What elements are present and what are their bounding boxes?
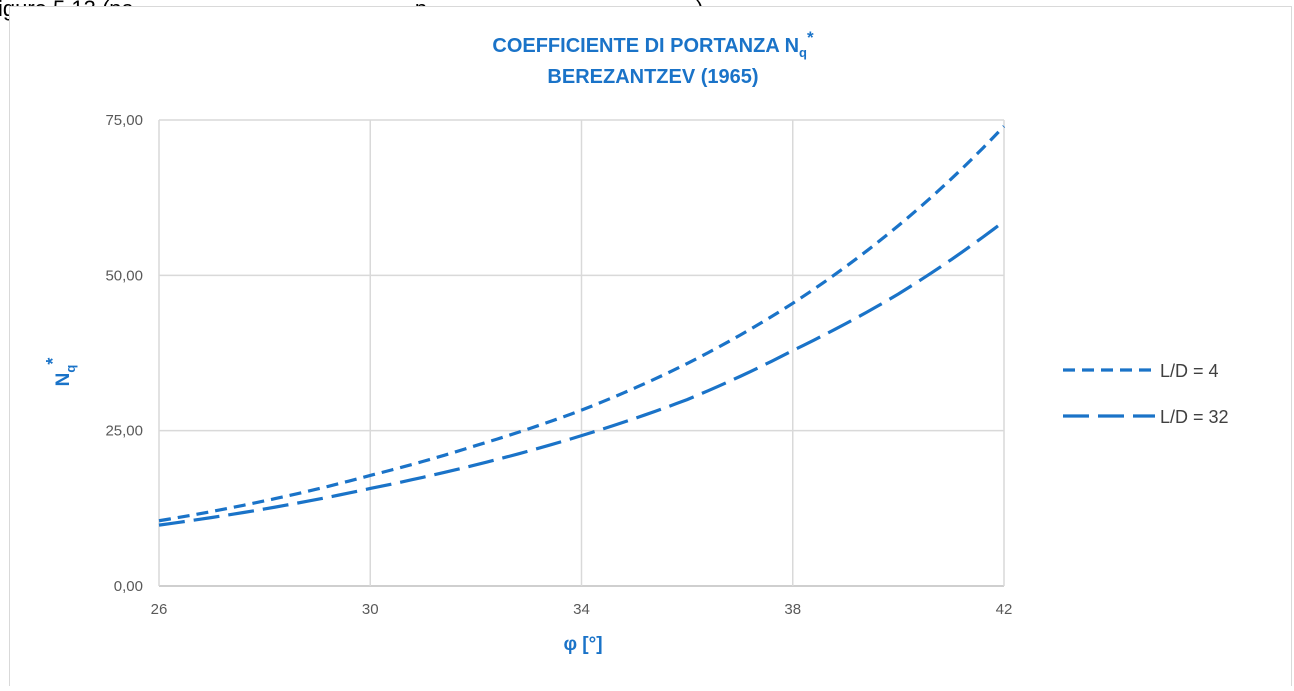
chart-title-line2: BEREZANTZEV (1965) [547,66,758,88]
y-tick-label: 25,00 [105,423,143,440]
gridlines [158,119,1005,587]
legend-label-1: L/D = 4 [1160,361,1219,381]
chart-area-border [9,6,1292,691]
series-line-1 [158,125,1006,523]
series-line-2 [158,220,1005,527]
y-axis-title: Nq* [43,358,78,387]
y-tick-label: 50,00 [105,267,143,284]
series-lines [158,125,1006,527]
tick-labels: 0,00 25,00 50,00 75,00 26 30 34 38 42 [105,112,1012,618]
x-tick-label: 30 [362,601,379,618]
y-tick-label: 75,00 [105,112,143,129]
x-tick-label: 38 [784,601,801,618]
x-tick-label: 26 [151,601,168,618]
legend-label-2: L/D = 32 [1160,407,1229,427]
x-tick-label: 42 [996,601,1013,618]
y-tick-label: 0,00 [114,578,143,595]
x-tick-label: 34 [573,601,590,618]
x-axis-title: φ [°] [563,634,602,655]
chart-title-line1: COEFFICIENTE DI PORTANZA Nq* [492,28,814,60]
legend: L/D = 4 L/D = 32 [1063,361,1229,427]
